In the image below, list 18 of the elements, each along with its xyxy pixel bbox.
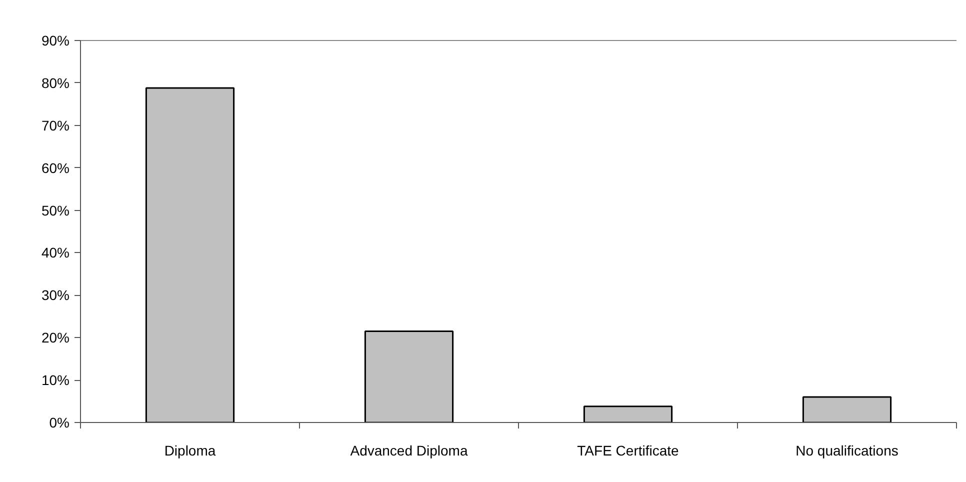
- y-tick-label: 40%: [41, 244, 70, 261]
- x-tick-label: Diploma: [164, 442, 216, 458]
- y-tick-label: 10%: [41, 372, 70, 388]
- y-tick-label: 80%: [41, 74, 70, 91]
- bar: [583, 406, 673, 422]
- y-tick-label: 50%: [41, 202, 70, 218]
- bar: [802, 396, 892, 422]
- y-tick-label: 60%: [41, 160, 70, 176]
- y-tick-label: 90%: [41, 32, 70, 48]
- y-tick-label: 20%: [41, 330, 70, 346]
- y-tick-label: 0%: [49, 414, 70, 430]
- bar: [364, 330, 454, 422]
- x-tick-label: Advanced Diploma: [350, 442, 468, 458]
- y-tick-label: 30%: [41, 287, 70, 304]
- y-tick-label: 70%: [41, 117, 70, 134]
- x-tick-label: TAFE Certificate: [577, 442, 680, 458]
- bar: [145, 87, 235, 422]
- x-tick-label: No qualifications: [796, 442, 898, 458]
